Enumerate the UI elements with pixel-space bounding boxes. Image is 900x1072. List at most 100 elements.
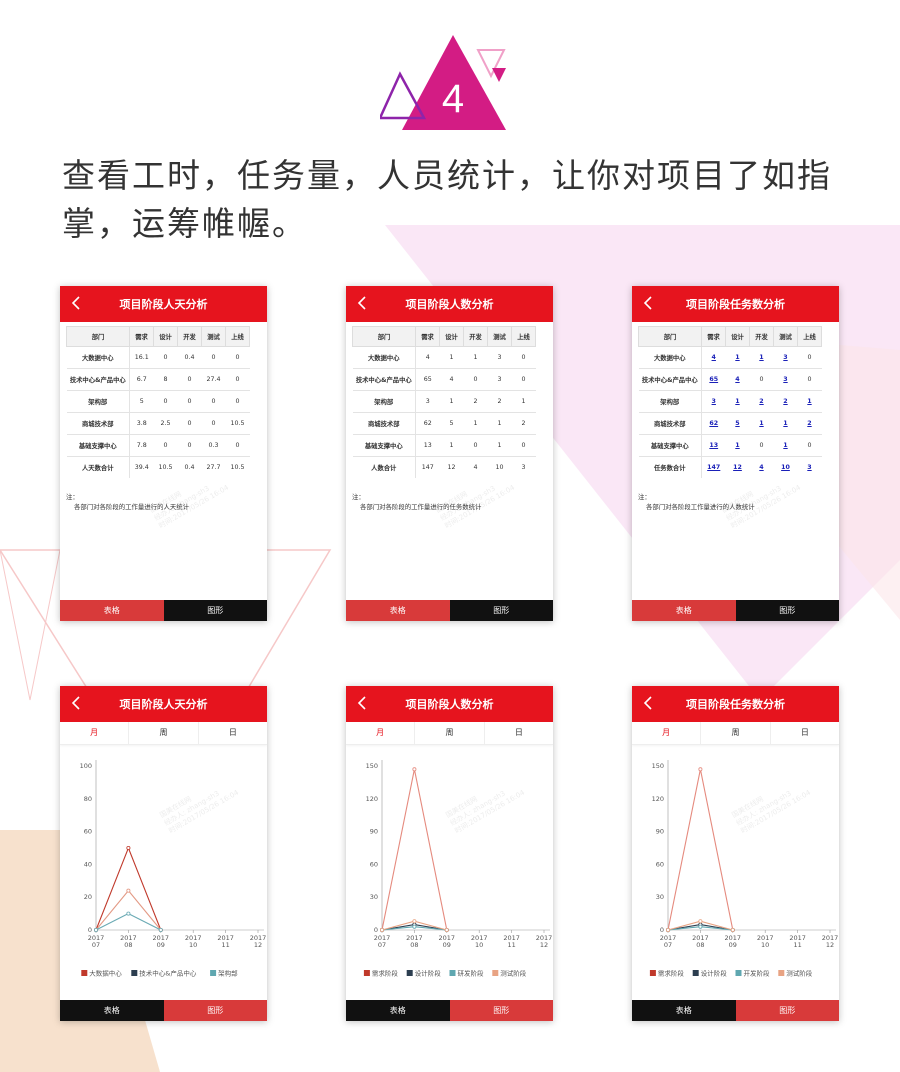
dept-cell: 任务数合计	[638, 456, 702, 478]
count-link[interactable]: 5	[735, 420, 740, 427]
data-point	[380, 927, 385, 932]
count-link[interactable]: 2	[759, 398, 764, 405]
back-arrow-icon[interactable]	[356, 295, 370, 311]
table-row: 任务数合计 147 12 4 10 3	[638, 456, 822, 478]
x-tick-label: 12	[540, 941, 548, 949]
period-month[interactable]: 月	[90, 728, 99, 737]
column-header: 设计	[153, 326, 178, 347]
count-cell: 4	[749, 456, 774, 478]
value-cell: 0	[225, 390, 250, 413]
count-link[interactable]: 1	[735, 398, 740, 405]
period-day[interactable]: 日	[483, 722, 553, 744]
value-cell: 1	[439, 434, 464, 457]
period-month[interactable]: 月	[376, 728, 385, 737]
count-link[interactable]: 65	[709, 376, 719, 383]
value-cell: 3	[415, 390, 440, 413]
column-header: 需求	[129, 326, 154, 347]
count-link[interactable]: 1	[759, 420, 764, 427]
tab-table[interactable]: 表格	[60, 600, 164, 621]
app-header: 项目阶段人天分析	[60, 686, 267, 722]
count-link[interactable]: 13	[709, 442, 719, 449]
tab-table[interactable]: 表格	[346, 1000, 450, 1021]
screen-title: 项目阶段人数分析	[405, 298, 494, 311]
back-arrow-icon[interactable]	[642, 295, 656, 311]
count-link[interactable]: 4	[735, 376, 740, 383]
tab-chart[interactable]: 图形	[163, 600, 267, 621]
count-link[interactable]: 3	[783, 376, 788, 383]
x-tick-label: 08	[696, 941, 704, 949]
back-arrow-icon[interactable]	[70, 295, 84, 311]
count-link[interactable]: 1	[759, 354, 764, 361]
count-link[interactable]: 2	[807, 420, 812, 427]
back-arrow-icon[interactable]	[642, 695, 656, 711]
count-link[interactable]: 3	[807, 464, 812, 471]
dept-cell: 大数据中心	[66, 346, 130, 369]
value-cell: 1	[439, 346, 464, 369]
count-link[interactable]: 2	[783, 398, 788, 405]
count-link[interactable]: 4	[759, 464, 764, 471]
dept-cell: 基础支撑中心	[66, 434, 130, 457]
period-week[interactable]: 周	[700, 722, 769, 744]
dept-cell: 商城技术部	[66, 412, 130, 435]
app-header: 项目阶段人数分析	[346, 286, 553, 322]
count-link[interactable]: 1	[783, 442, 788, 449]
value-cell: 0	[225, 346, 250, 369]
tab-chart[interactable]: 图形	[735, 1000, 839, 1021]
value-cell: 13	[415, 434, 440, 457]
count-link[interactable]: 3	[783, 354, 788, 361]
tab-table[interactable]: 表格	[632, 1000, 736, 1021]
note: 注： 各部门对各阶段的工作量进行的任务数统计	[352, 492, 481, 512]
count-cell: 3	[797, 456, 822, 478]
legend-swatch	[492, 970, 499, 976]
count-cell: 3	[773, 368, 798, 391]
tab-chart[interactable]: 图形	[449, 1000, 553, 1021]
table-row: 架构部 5 0 0 0 0	[66, 390, 250, 413]
tab-chart[interactable]: 图形	[449, 600, 553, 621]
dept-cell: 架构部	[66, 390, 130, 413]
back-arrow-icon[interactable]	[70, 695, 84, 711]
period-day[interactable]: 日	[197, 722, 267, 744]
table-row: 商城技术部 62 5 1 1 2	[638, 412, 822, 435]
count-cell: 1	[725, 390, 750, 413]
column-header: 需求	[701, 326, 726, 347]
table-screen: 项目阶段任务数分析 部门 需求 设计 开发 测试 上线 大数据中心 4 1 1 3 0 技术中心&产品中…	[632, 286, 839, 621]
period-week[interactable]: 周	[414, 722, 483, 744]
tab-chart[interactable]: 图形	[735, 600, 839, 621]
table-row: 技术中心&产品中心 6.7 8 0 27.4 0	[66, 368, 250, 391]
dept-cell: 架构部	[352, 390, 416, 413]
value-cell: 0	[463, 368, 488, 391]
count-link[interactable]: 1	[783, 420, 788, 427]
count-link[interactable]: 4	[711, 354, 716, 361]
tab-table[interactable]: 表格	[60, 1000, 164, 1021]
value-cell: 1	[463, 412, 488, 435]
data-table: 部门 需求 设计 开发 测试 上线 大数据中心 4 1 1 3 0 技术中心&产品中心 65 4 0 3 0 架构部…	[352, 326, 553, 478]
table-screen: 项目阶段人天分析 部门 需求 设计 开发 测试 上线 大数据中心 16.1 0 0.4 0 0 技术中心…	[60, 286, 267, 621]
value-cell: 0	[177, 434, 202, 457]
count-link[interactable]: 147	[707, 464, 721, 471]
table-row: 大数据中心 4 1 1 3 0	[352, 346, 536, 369]
count-link[interactable]: 12	[733, 464, 742, 471]
period-week[interactable]: 周	[128, 722, 197, 744]
back-arrow-icon[interactable]	[356, 695, 370, 711]
tab-chart[interactable]: 图形	[163, 1000, 267, 1021]
tab-table[interactable]: 表格	[346, 600, 450, 621]
count-link[interactable]: 1	[735, 354, 740, 361]
tab-table[interactable]: 表格	[632, 600, 736, 621]
x-tick-label: 2017	[503, 934, 520, 942]
period-month[interactable]: 月	[662, 728, 671, 737]
count-cell: 0	[797, 368, 822, 391]
data-point	[444, 927, 449, 932]
count-link[interactable]: 10	[781, 464, 790, 471]
count-link[interactable]: 62	[709, 420, 719, 427]
x-tick-label: 2017	[471, 934, 488, 942]
period-day[interactable]: 日	[769, 722, 839, 744]
app-header: 项目阶段任务数分析	[632, 286, 839, 322]
count-link[interactable]: 1	[735, 442, 740, 449]
view-tabs: 表格 图形	[632, 1000, 839, 1021]
column-header: 开发	[749, 326, 774, 347]
legend-label: 研发阶段	[458, 969, 485, 978]
value-cell: 6.7	[129, 368, 154, 391]
count-cell: 12	[725, 456, 750, 478]
count-link[interactable]: 1	[807, 398, 812, 405]
count-link[interactable]: 3	[711, 398, 716, 405]
